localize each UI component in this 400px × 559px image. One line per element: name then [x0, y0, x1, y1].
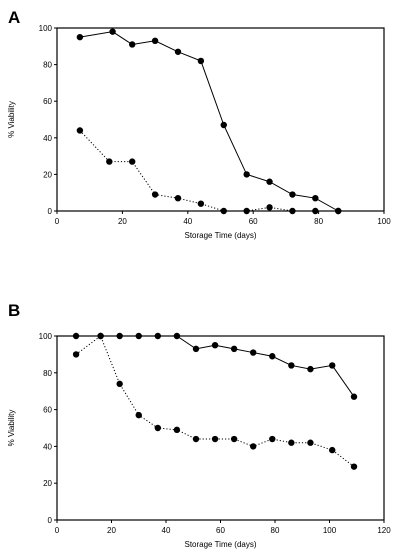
- x-tick-label: 20: [118, 217, 127, 226]
- series-1-point: [135, 332, 142, 340]
- y-tick-label: 60: [43, 97, 52, 106]
- series-1-point: [154, 332, 162, 340]
- series-1-point: [312, 194, 319, 202]
- series-1-point: [129, 41, 136, 48]
- series-1-point: [151, 37, 159, 45]
- series-1-point: [307, 365, 314, 373]
- series-2-point: [151, 191, 159, 198]
- series-line-2: [79, 130, 339, 212]
- x-tick-label: 0: [55, 526, 60, 535]
- x-tick-label: 40: [162, 526, 171, 535]
- x-tick-label: 120: [377, 526, 391, 535]
- y-tick-label: 0: [48, 207, 53, 216]
- series-2-point: [135, 411, 142, 419]
- series-2-point: [312, 207, 319, 215]
- series-2-point: [288, 439, 295, 446]
- y-axis-label: % Viability: [7, 410, 16, 447]
- x-tick-label: 100: [323, 526, 337, 535]
- y-tick-label: 40: [43, 442, 52, 451]
- series-1-point: [243, 171, 250, 178]
- x-axis-label: Storage Time (days): [184, 540, 256, 549]
- series-1-point: [173, 332, 181, 340]
- series-2-point: [76, 127, 84, 134]
- series-1-point: [266, 178, 273, 185]
- y-tick-label: 0: [48, 516, 53, 525]
- series-2-point: [211, 435, 219, 443]
- series-2-point: [230, 435, 238, 443]
- series-2-point: [106, 158, 113, 165]
- series-1-point: [192, 345, 200, 353]
- series-1-point: [350, 393, 358, 400]
- series-2-point: [116, 380, 123, 388]
- series-1-point: [329, 362, 336, 369]
- series-2-point: [129, 158, 136, 165]
- x-tick-label: 80: [314, 217, 323, 226]
- plot-frame: [56, 27, 385, 212]
- series-1-point: [288, 362, 295, 369]
- x-tick-label: 0: [55, 217, 60, 226]
- plot-frame: [56, 335, 385, 521]
- y-tick-label: 20: [43, 170, 52, 179]
- series-1-point: [220, 121, 227, 129]
- series-2-point: [269, 435, 276, 443]
- series-1-point: [250, 349, 257, 356]
- series-1-point: [197, 57, 205, 65]
- x-axis-label: Storage Time (days): [184, 231, 256, 240]
- y-tick-label: 20: [43, 479, 52, 488]
- series-2-point: [197, 200, 205, 207]
- y-tick-label: 40: [43, 134, 52, 143]
- chart-b: 0 20 40 60 80 100 120 0 20 40 60 80 100 Storage Time …: [7, 332, 391, 549]
- series-2-point: [97, 332, 104, 340]
- x-tick-label: 80: [271, 526, 280, 535]
- series-2-point: [72, 351, 80, 358]
- series-2-point: [335, 207, 342, 215]
- series-2-point: [307, 439, 314, 446]
- series-2-point: [220, 207, 227, 215]
- series-2-point: [192, 435, 200, 443]
- y-tick-label: 100: [39, 24, 53, 33]
- x-tick-label: 60: [216, 526, 225, 535]
- series-2-point: [350, 463, 358, 470]
- series-1-point: [116, 332, 123, 340]
- series-1-point: [289, 191, 296, 198]
- series-2-point: [329, 446, 336, 454]
- y-tick-label: 100: [39, 332, 53, 341]
- series-2-point: [154, 424, 162, 432]
- y-axis-label: % Viability: [7, 101, 16, 138]
- series-2-point: [173, 426, 181, 434]
- panel-label-a: A: [8, 8, 21, 27]
- series-1-point: [211, 342, 219, 349]
- y-tick-label: 80: [43, 369, 52, 378]
- series-2-point: [266, 204, 273, 211]
- series-1-point: [109, 28, 116, 35]
- series-1-point: [230, 345, 238, 353]
- series-1-point: [72, 332, 80, 340]
- x-tick-label: 40: [183, 217, 192, 226]
- series-2-point: [243, 207, 250, 215]
- y-tick-label: 60: [43, 406, 52, 415]
- series-1-point: [269, 353, 276, 360]
- series-1-point: [76, 33, 84, 41]
- x-tick-label: 100: [377, 217, 391, 226]
- x-tick-label: 60: [249, 217, 258, 226]
- chart-a: 0 20 40 60 80 100 0 20 40 60 80 100 Storage Time (da…: [7, 24, 391, 240]
- series-2-point: [174, 194, 182, 202]
- series-line-2: [75, 335, 355, 468]
- panel-label-b: B: [8, 301, 21, 320]
- x-tick-label: 20: [107, 526, 116, 535]
- y-tick-label: 80: [43, 61, 52, 70]
- series-2-point: [289, 207, 296, 215]
- series-line-1: [79, 31, 339, 212]
- series-1-point: [174, 48, 182, 55]
- series-2-point: [250, 443, 257, 450]
